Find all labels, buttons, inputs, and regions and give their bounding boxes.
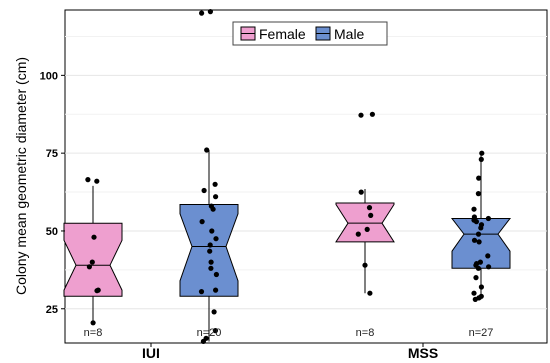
x-axis: IUI MSS: [142, 343, 438, 361]
data-point: [209, 228, 215, 234]
n-label: n=27: [469, 327, 494, 339]
data-point: [94, 288, 100, 294]
legend: Female Male: [232, 21, 388, 46]
data-point: [364, 226, 370, 232]
data-point: [475, 231, 482, 237]
data-point: [366, 205, 373, 211]
data-point: [200, 338, 206, 344]
legend-swatch-male: [315, 26, 331, 41]
data-point: [94, 178, 100, 184]
box-body: [335, 202, 395, 243]
data-point: [475, 191, 481, 197]
y-tick-label-100: 100: [40, 70, 58, 82]
data-point: [479, 150, 485, 156]
data-point: [213, 236, 219, 242]
plot-panel: [64, 9, 548, 344]
data-point: [213, 194, 219, 200]
data-point: [355, 231, 361, 237]
data-point: [485, 253, 491, 259]
data-point: [486, 264, 492, 270]
data-point: [204, 147, 210, 153]
data-point: [478, 156, 484, 162]
data-point: [367, 290, 373, 296]
x-tick-label-MSS: MSS: [408, 345, 438, 361]
data-point: [369, 111, 375, 117]
y-axis-title: Colony mean geometric diameter (cm): [13, 57, 29, 295]
data-point: [208, 265, 214, 271]
data-point: [478, 284, 484, 290]
legend-swatch-female: [240, 26, 256, 41]
data-point: [208, 259, 214, 265]
data-point: [472, 296, 478, 302]
data-point: [476, 175, 482, 181]
y-tick-label-75: 75: [46, 148, 58, 160]
data-point: [86, 264, 92, 270]
n-label: n=8: [356, 327, 375, 339]
data-point: [207, 248, 213, 254]
data-point: [199, 219, 205, 225]
data-point: [89, 259, 95, 265]
data-point: [90, 320, 96, 326]
legend-label-female: Female: [259, 26, 306, 42]
x-tick-label-IUI: IUI: [142, 345, 160, 361]
data-point: [91, 234, 97, 240]
y-tick-label-50: 50: [46, 226, 58, 238]
data-point: [199, 10, 205, 16]
data-point: [471, 290, 477, 296]
data-point: [85, 177, 91, 183]
data-point: [358, 112, 364, 118]
data-point: [212, 328, 218, 334]
y-tick-label-25: 25: [46, 304, 58, 316]
data-point: [476, 239, 482, 245]
data-point: [213, 287, 219, 293]
data-point: [362, 262, 368, 268]
data-point: [201, 187, 207, 194]
data-point: [478, 225, 484, 231]
data-point: [485, 215, 491, 222]
data-point: [473, 275, 479, 281]
data-point: [213, 271, 219, 278]
data-point: [368, 212, 374, 218]
data-point: [210, 206, 216, 212]
data-point: [358, 189, 364, 195]
data-point: [471, 206, 477, 212]
n-label: n=8: [84, 327, 103, 339]
data-point: [471, 237, 478, 243]
data-point: [207, 9, 213, 15]
legend-label-male: Male: [334, 26, 365, 42]
data-point: [212, 181, 218, 187]
points-layer: [85, 9, 492, 344]
data-point: [475, 265, 481, 271]
data-point: [211, 309, 217, 315]
y-axis: 25 50 75 100: [40, 70, 65, 316]
legend-box: [232, 21, 388, 46]
n-label: n=20: [197, 327, 222, 339]
data-point: [473, 219, 479, 225]
n-labels-layer: n=8 n=8 n=20 n=27: [84, 327, 494, 339]
boxes-layer: [63, 150, 512, 342]
data-point: [198, 289, 205, 295]
data-point: [207, 242, 213, 248]
box-female-mss: [335, 188, 395, 294]
